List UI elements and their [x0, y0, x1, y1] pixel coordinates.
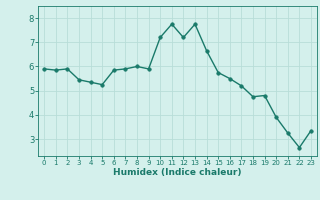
X-axis label: Humidex (Indice chaleur): Humidex (Indice chaleur): [113, 168, 242, 177]
